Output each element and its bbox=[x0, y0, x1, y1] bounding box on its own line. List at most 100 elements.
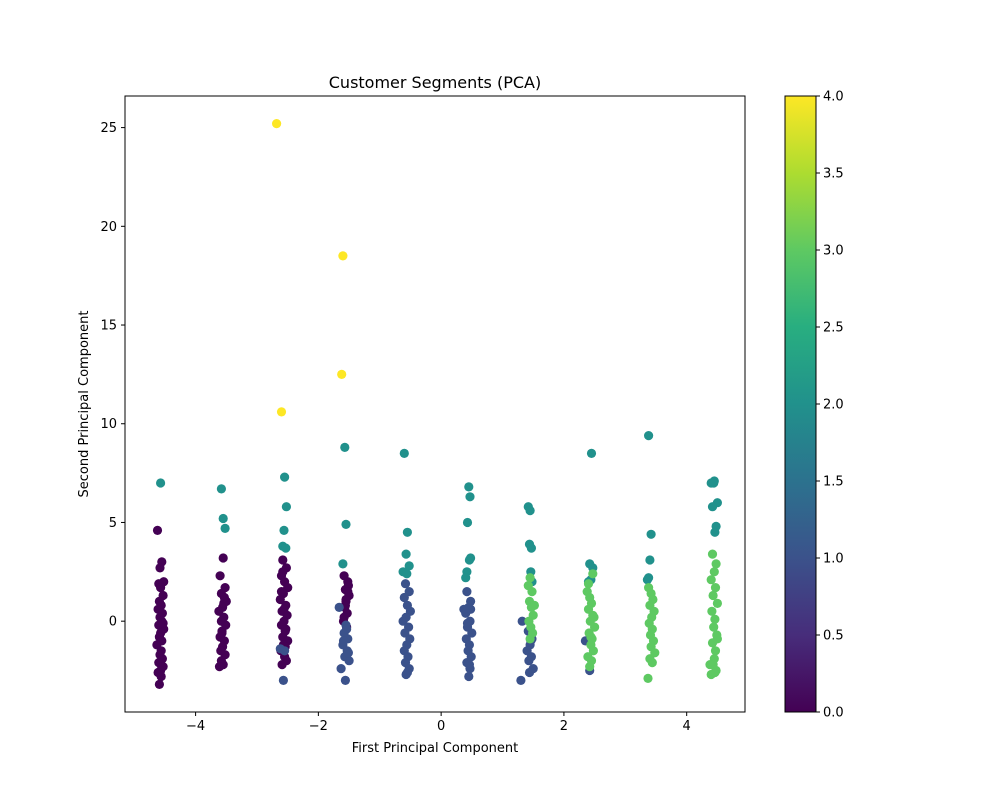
scatter-point-cluster-2 bbox=[216, 484, 226, 494]
y-tick-label: 0 bbox=[109, 615, 117, 630]
scatter-point-cluster-0 bbox=[281, 624, 291, 634]
scatter-point-cluster-3 bbox=[708, 590, 718, 601]
scatter-point-cluster-0 bbox=[343, 587, 353, 597]
scatter-point-cluster-2 bbox=[156, 478, 166, 488]
x-tick-label: 0 bbox=[437, 719, 445, 734]
scatter-point-cluster-0 bbox=[275, 594, 285, 605]
scatter-point-cluster-2 bbox=[710, 527, 720, 537]
scatter-point-cluster-3 bbox=[647, 658, 657, 668]
scatter-point-cluster-2 bbox=[461, 573, 471, 583]
scatter-point-cluster-0 bbox=[215, 571, 225, 581]
scatter-point-cluster-2 bbox=[462, 517, 473, 528]
y-tick-label: 20 bbox=[100, 220, 117, 235]
scatter-point-cluster-3 bbox=[525, 634, 535, 644]
scatter-point-cluster-1 bbox=[278, 675, 288, 686]
scatter-point-cluster-1 bbox=[464, 660, 474, 670]
scatter-point-cluster-4 bbox=[338, 251, 348, 261]
scatter-point-cluster-3 bbox=[710, 583, 721, 593]
x-axis-label: First Principal Component bbox=[352, 741, 519, 756]
colorbar-tick-label: 0.5 bbox=[823, 629, 844, 644]
colorbar-tick-label: 0.0 bbox=[823, 706, 844, 721]
scatter-point-cluster-0 bbox=[217, 628, 227, 638]
scatter-point-cluster-1 bbox=[462, 587, 472, 597]
scatter-point-cluster-2 bbox=[707, 502, 718, 512]
scatter-point-cluster-1 bbox=[400, 579, 411, 589]
colorbar-tick-label: 1.5 bbox=[823, 475, 844, 490]
scatter-point-cluster-3 bbox=[529, 600, 540, 611]
scatter-point-cluster-0 bbox=[278, 567, 288, 577]
scatter-point-cluster-2 bbox=[464, 482, 474, 492]
x-axis-ticks: −4 −2 0 2 4 bbox=[186, 712, 691, 734]
scatter-point-cluster-2 bbox=[646, 529, 656, 539]
scatter-point-cluster-2 bbox=[402, 569, 412, 579]
scatter-point-cluster-1 bbox=[336, 664, 346, 674]
scatter-point-cluster-2 bbox=[586, 448, 597, 458]
scatter-point-cluster-4 bbox=[276, 407, 287, 417]
scatter-point-cluster-3 bbox=[588, 646, 599, 656]
scatter-points bbox=[152, 119, 723, 690]
scatter-point-cluster-3 bbox=[710, 667, 720, 678]
scatter-point-cluster-4 bbox=[337, 369, 347, 379]
colorbar-ticks: 0.0 0.5 1.0 1.5 2.0 2.5 3.0 3.5 4.0 bbox=[816, 90, 844, 721]
scatter-point-cluster-0 bbox=[218, 553, 228, 563]
scatter-point-cluster-3 bbox=[707, 606, 717, 616]
x-tick-label: 2 bbox=[560, 719, 568, 734]
scatter-point-cluster-3 bbox=[643, 673, 653, 684]
scatter-point-cluster-2 bbox=[642, 575, 653, 585]
scatter-point-cluster-3 bbox=[588, 569, 598, 579]
scatter-point-cluster-1 bbox=[340, 675, 350, 686]
scatter-point-cluster-1 bbox=[464, 671, 474, 682]
scatter-point-cluster-3 bbox=[709, 622, 719, 632]
scatter-point-cluster-4 bbox=[272, 119, 282, 129]
scatter-point-cluster-2 bbox=[525, 506, 535, 516]
scatter-point-cluster-3 bbox=[710, 614, 720, 624]
scatter-point-cluster-0 bbox=[276, 587, 287, 597]
scatter-point-cluster-2 bbox=[220, 523, 230, 534]
scatter-point-cluster-2 bbox=[338, 559, 348, 569]
scatter-point-cluster-2 bbox=[404, 561, 414, 571]
scatter-point-cluster-3 bbox=[525, 573, 535, 583]
scatter-point-cluster-3 bbox=[709, 567, 719, 577]
scatter-point-cluster-0 bbox=[152, 525, 163, 536]
scatter-point-cluster-0 bbox=[156, 671, 166, 682]
scatter-point-cluster-0 bbox=[339, 612, 349, 622]
scatter-point-cluster-0 bbox=[214, 662, 225, 672]
scatter-point-cluster-1 bbox=[459, 604, 469, 614]
scatter-point-cluster-1 bbox=[280, 646, 290, 656]
scatter-point-cluster-2 bbox=[281, 502, 291, 512]
scatter-point-cluster-3 bbox=[705, 660, 715, 670]
scatter-point-cluster-3 bbox=[710, 646, 721, 656]
scatter-point-cluster-2 bbox=[464, 555, 474, 565]
scatter-point-cluster-2 bbox=[279, 525, 289, 536]
scatter-point-cluster-3 bbox=[523, 581, 533, 591]
scatter-point-cluster-2 bbox=[341, 519, 351, 530]
scatter-point-cluster-3 bbox=[583, 579, 594, 589]
scatter-point-cluster-2 bbox=[465, 492, 475, 502]
scatter-point-cluster-1 bbox=[516, 675, 526, 686]
scatter-point-cluster-3 bbox=[586, 632, 596, 642]
scatter-point-cluster-2 bbox=[340, 442, 350, 452]
scatter-point-cluster-3 bbox=[707, 549, 718, 559]
scatter-point-cluster-3 bbox=[711, 559, 721, 569]
scatter-point-cluster-0 bbox=[279, 604, 289, 614]
scatter-point-cluster-1 bbox=[343, 648, 353, 658]
x-tick-label: −4 bbox=[186, 719, 205, 734]
scatter-point-cluster-2 bbox=[399, 448, 409, 458]
scatter-point-cluster-0 bbox=[158, 618, 168, 628]
scatter-point-cluster-2 bbox=[281, 543, 291, 553]
scatter-point-cluster-1 bbox=[342, 624, 352, 634]
scatter-point-cluster-3 bbox=[590, 622, 600, 632]
scatter-point-cluster-1 bbox=[524, 656, 534, 666]
colorbar-tick-label: 2.5 bbox=[823, 321, 844, 336]
x-tick-label: 4 bbox=[683, 719, 691, 734]
y-axis-ticks: 0 5 10 15 20 25 bbox=[100, 121, 125, 630]
scatter-point-cluster-3 bbox=[712, 598, 723, 609]
scatter-point-cluster-1 bbox=[398, 616, 408, 626]
plot-frame bbox=[124, 95, 746, 713]
scatter-point-cluster-3 bbox=[706, 575, 716, 585]
scatter-point-cluster-1 bbox=[344, 656, 354, 666]
colorbar-tick-label: 4.0 bbox=[823, 90, 844, 105]
scatter-point-cluster-3 bbox=[712, 634, 723, 644]
scatter-point-cluster-2 bbox=[401, 549, 411, 559]
